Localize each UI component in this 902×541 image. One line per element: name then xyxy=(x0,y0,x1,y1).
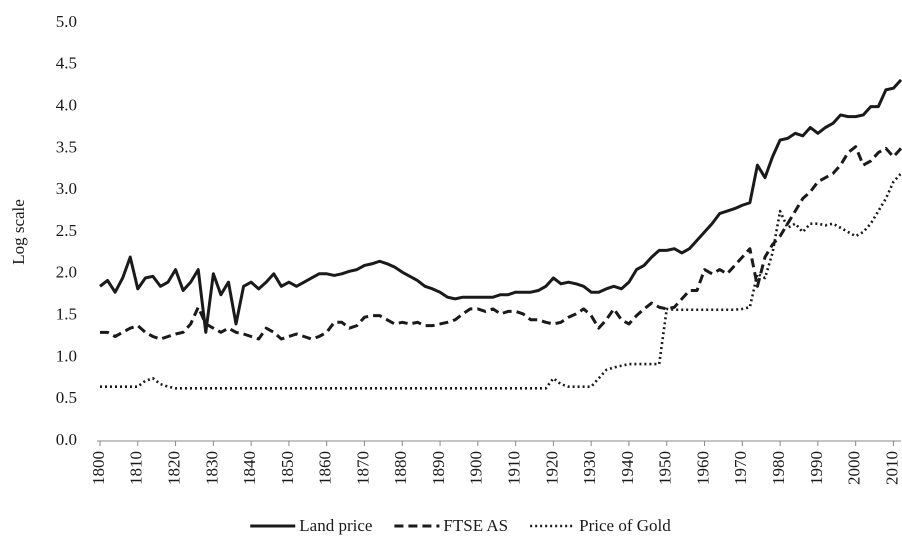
x-tick-label: 1960 xyxy=(693,451,712,485)
legend-label: Price of Gold xyxy=(579,516,671,535)
x-tick-label: 1820 xyxy=(164,451,183,485)
y-axis-label: Log scale xyxy=(9,199,28,265)
x-tick-label: 1950 xyxy=(656,451,675,485)
x-tick-label: 2010 xyxy=(882,451,901,485)
y-tick-label: 2.5 xyxy=(56,221,77,240)
y-tick-label: 2.0 xyxy=(56,263,77,282)
legend: Land price FTSE AS Price of Gold xyxy=(250,516,671,535)
x-tick-label: 1910 xyxy=(505,451,524,485)
x-tick-label: 1980 xyxy=(769,451,788,485)
y-tick-label: 0.0 xyxy=(56,430,77,449)
y-tick-label: 4.5 xyxy=(56,54,77,73)
y-tick-label: 3.5 xyxy=(56,137,77,156)
x-tick-label: 1800 xyxy=(89,451,108,485)
y-tick-label: 1.0 xyxy=(56,346,77,365)
x-tick-label: 1890 xyxy=(429,451,448,485)
x-tick-label: 1830 xyxy=(202,451,221,485)
x-tick-label: 1970 xyxy=(731,451,750,485)
y-tick-label: 1.5 xyxy=(56,305,77,324)
x-tick-label: 1930 xyxy=(580,451,599,485)
data-line xyxy=(100,145,902,341)
x-tick-label: 1810 xyxy=(127,451,146,485)
x-tick-label: 1850 xyxy=(278,451,297,485)
data-line xyxy=(99,78,902,334)
x-tick-label: 1840 xyxy=(240,451,259,485)
x-tick-label: 1860 xyxy=(316,451,335,485)
legend-label: FTSE AS xyxy=(443,516,508,535)
y-tick-label: 4.0 xyxy=(56,96,77,115)
legend-label: Land price xyxy=(299,516,372,535)
x-tick-label: 1870 xyxy=(353,451,372,485)
x-tick-label: 1920 xyxy=(542,451,561,485)
y-tick-label: 3.0 xyxy=(56,179,77,198)
x-tick-label: 1900 xyxy=(467,451,486,485)
x-tick-label: 1940 xyxy=(618,451,637,485)
data-line xyxy=(100,172,902,390)
y-tick-label: 0.5 xyxy=(56,388,77,407)
y-tick-label: 5.0 xyxy=(56,12,77,31)
x-tick-label: 1880 xyxy=(391,451,410,485)
x-tick-label: 1990 xyxy=(807,451,826,485)
x-tick-label: 2000 xyxy=(845,451,864,485)
